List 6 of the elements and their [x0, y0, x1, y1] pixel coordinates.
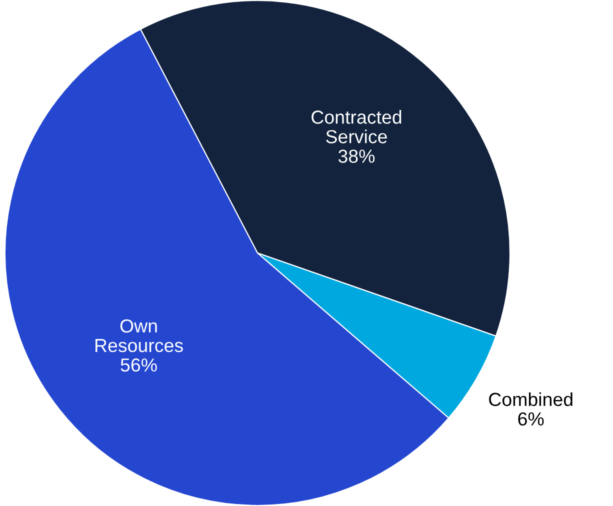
slice-label: Contracted Service — [312, 110, 402, 144]
data-label: 38% — [338, 150, 375, 163]
slice-label: Combined — [489, 392, 572, 406]
slice-label: Own Resources — [96, 319, 183, 352]
data-label: 56% — [120, 358, 157, 372]
data-label: 6% — [518, 412, 544, 426]
